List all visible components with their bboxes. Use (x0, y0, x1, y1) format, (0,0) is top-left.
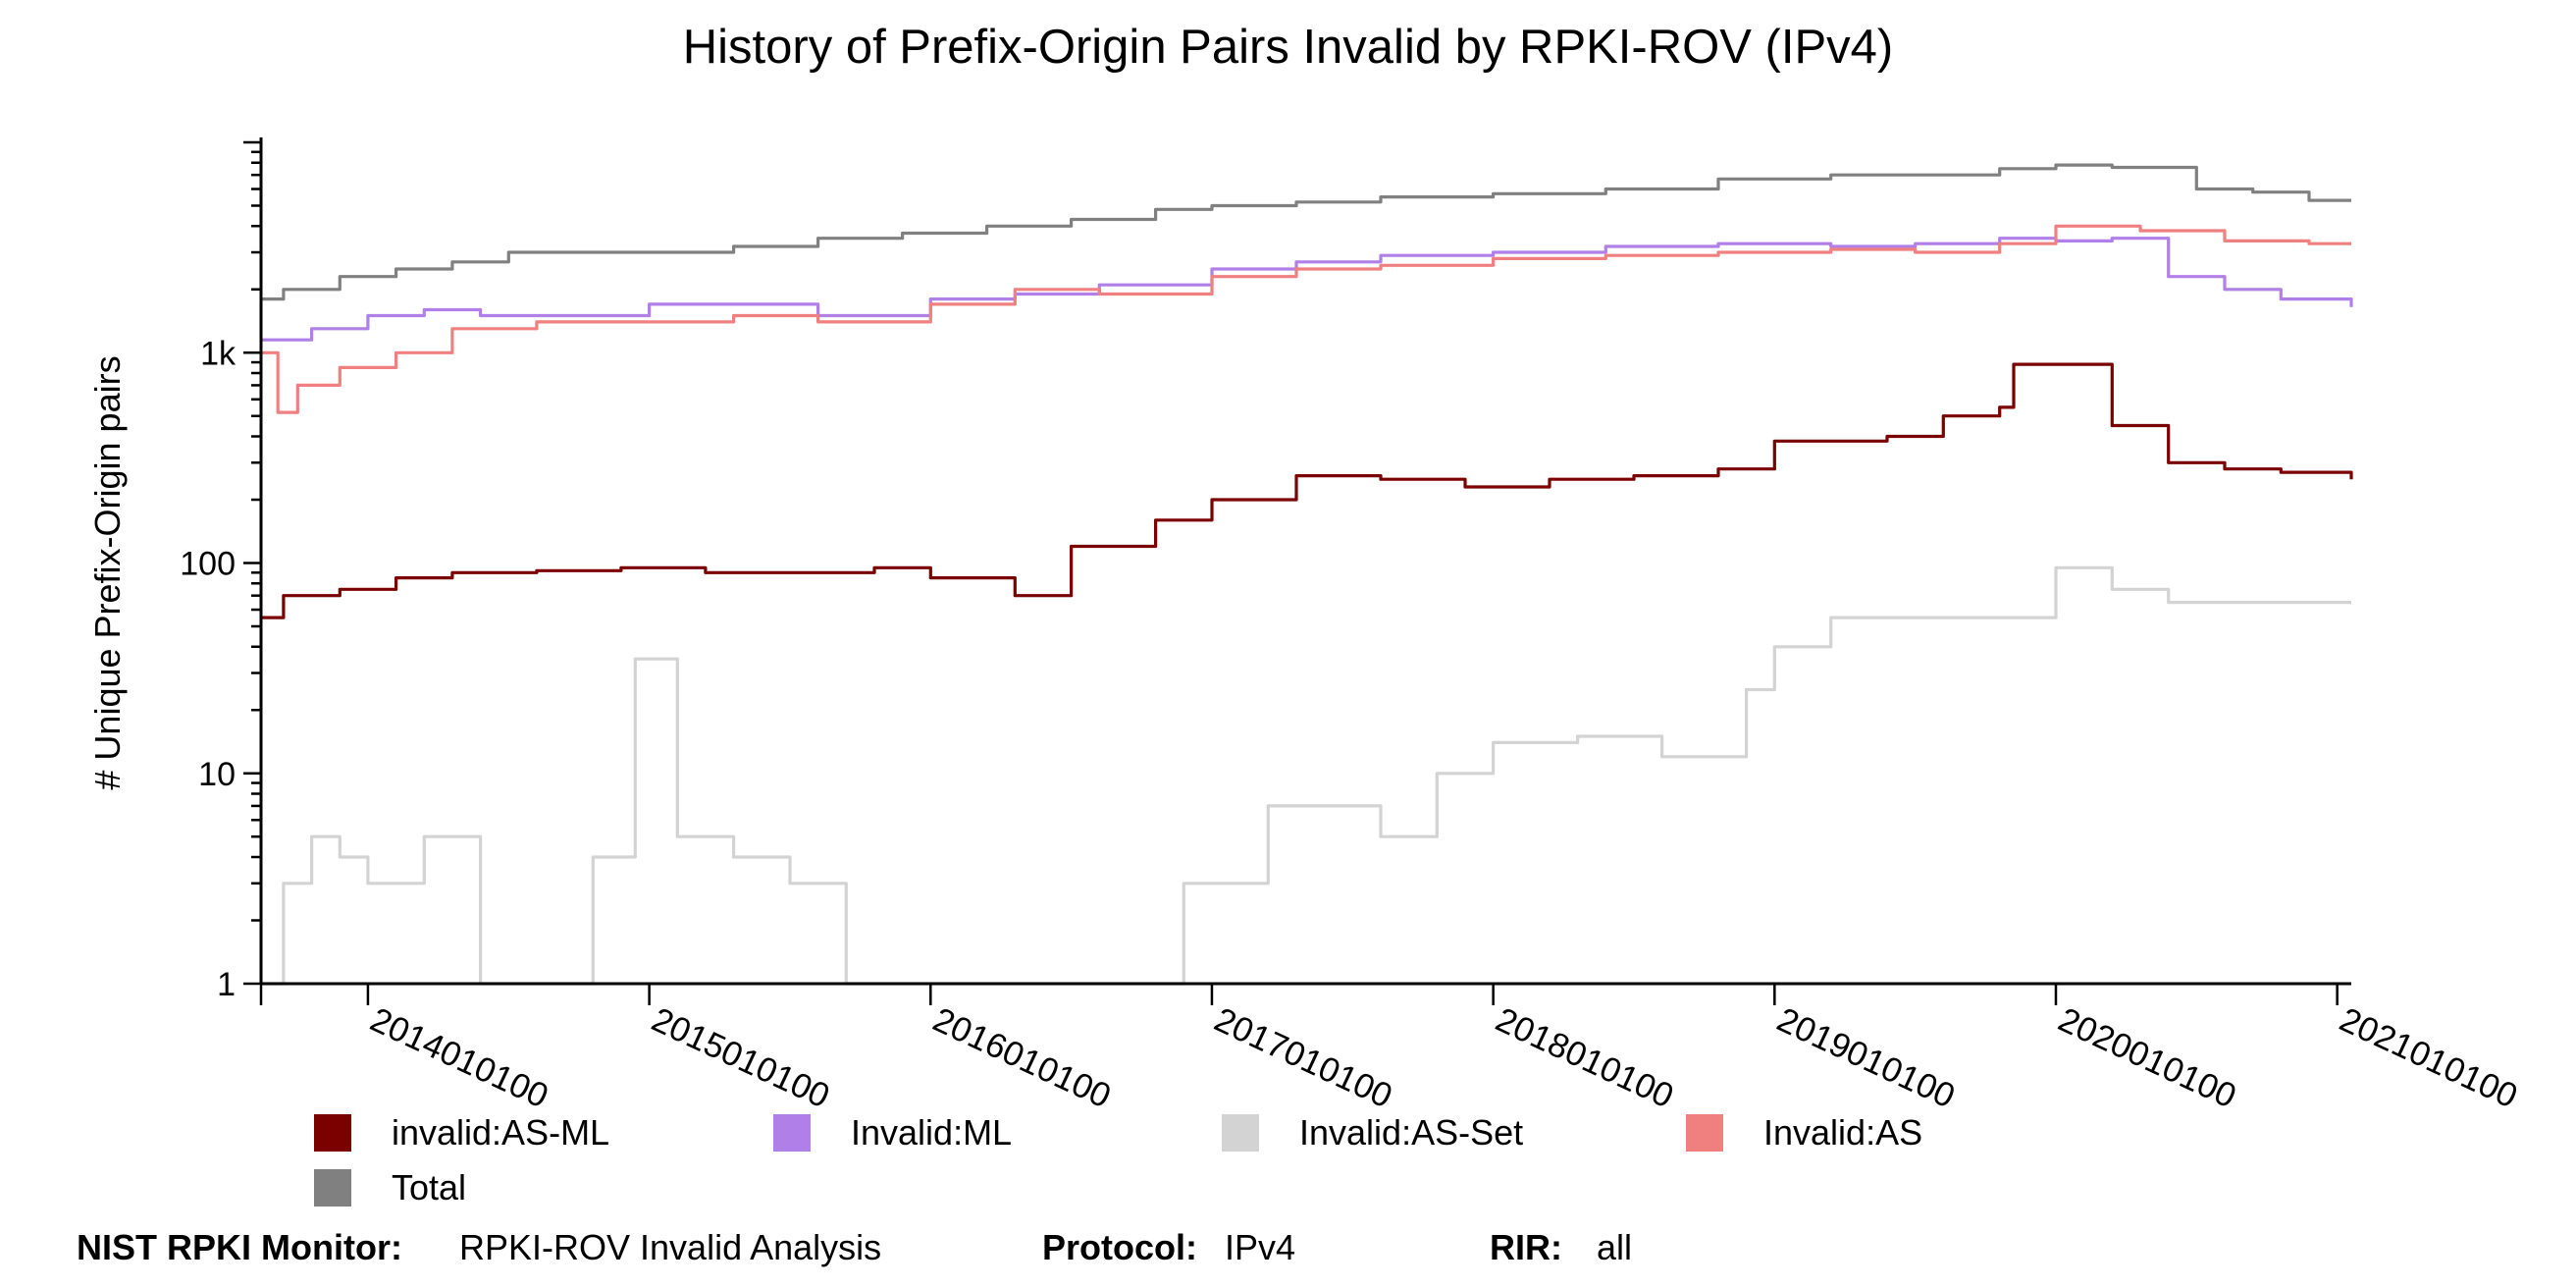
footer-monitor-value: RPKI-ROV Invalid Analysis (459, 1227, 882, 1267)
x-tick-label: 2018010100 (1490, 1000, 1679, 1116)
legend: invalid:AS-ML Invalid:ML Invalid:AS-Set … (314, 1112, 2179, 1230)
y-tick-label: 100 (180, 546, 236, 583)
legend-label-as-ml: invalid:AS-ML (392, 1112, 610, 1153)
y-axis-title: # Unique Prefix-Origin pairs (87, 355, 128, 789)
legend-swatch-ml (773, 1114, 811, 1152)
legend-item-ml: Invalid:ML (773, 1112, 1012, 1154)
footer-monitor-label: NIST RPKI Monitor: (77, 1227, 402, 1267)
y-tick-label: 1k (200, 335, 237, 372)
footer-rir-label: RIR: (1490, 1227, 1562, 1267)
legend-item-as-ml: invalid:AS-ML (314, 1112, 609, 1154)
legend-label-ml: Invalid:ML (851, 1112, 1013, 1153)
y-tick-label: 10 (198, 756, 236, 793)
legend-swatch-total (314, 1169, 351, 1207)
series-line-total (261, 163, 2351, 301)
legend-swatch-as-ml (314, 1114, 351, 1152)
series-layer (261, 163, 2353, 986)
x-tick-label: 2014010100 (365, 1000, 554, 1116)
footer-protocol-value: IPv4 (1225, 1227, 1296, 1267)
x-tick-label: 2019010100 (1771, 1000, 1961, 1116)
x-tick-label: 2017010100 (1209, 1000, 1398, 1116)
legend-swatch-as-set (1222, 1114, 1259, 1152)
legend-item-as: Invalid:AS (1686, 1112, 1922, 1154)
series-line-invalid-as (261, 224, 2351, 414)
legend-label-as-set: Invalid:AS-Set (1299, 1112, 1524, 1153)
x-tick-label: 2015010100 (646, 1000, 835, 1116)
x-tick-label: 2020010100 (2053, 1000, 2242, 1116)
legend-label-total: Total (392, 1167, 467, 1208)
legend-swatch-as (1686, 1114, 1723, 1152)
legend-item-total: Total (314, 1167, 466, 1208)
chart-title: History of Prefix-Origin Pairs Invalid b… (682, 21, 1894, 74)
footer: NIST RPKI Monitor: RPKI-ROV Invalid Anal… (0, 1227, 2576, 1276)
legend-label-as: Invalid:AS (1763, 1112, 1923, 1153)
series-line-invalid-as-set (261, 565, 2351, 986)
footer-rir-value: all (1597, 1227, 1633, 1267)
y-tick-label: 1 (217, 966, 236, 1003)
legend-item-as-set: Invalid:AS-Set (1222, 1112, 1523, 1154)
axes-layer: 1 10 100 1k 2014010100 2015010100 2016010100 20… (87, 137, 2523, 1116)
x-tick-label: 2021010100 (2334, 1000, 2523, 1116)
footer-protocol-label: Protocol: (1042, 1227, 1197, 1267)
series-line-invalid-ml (261, 237, 2353, 342)
x-tick-label: 2016010100 (927, 1000, 1117, 1116)
series-line-invalid-as-ml (261, 362, 2353, 619)
